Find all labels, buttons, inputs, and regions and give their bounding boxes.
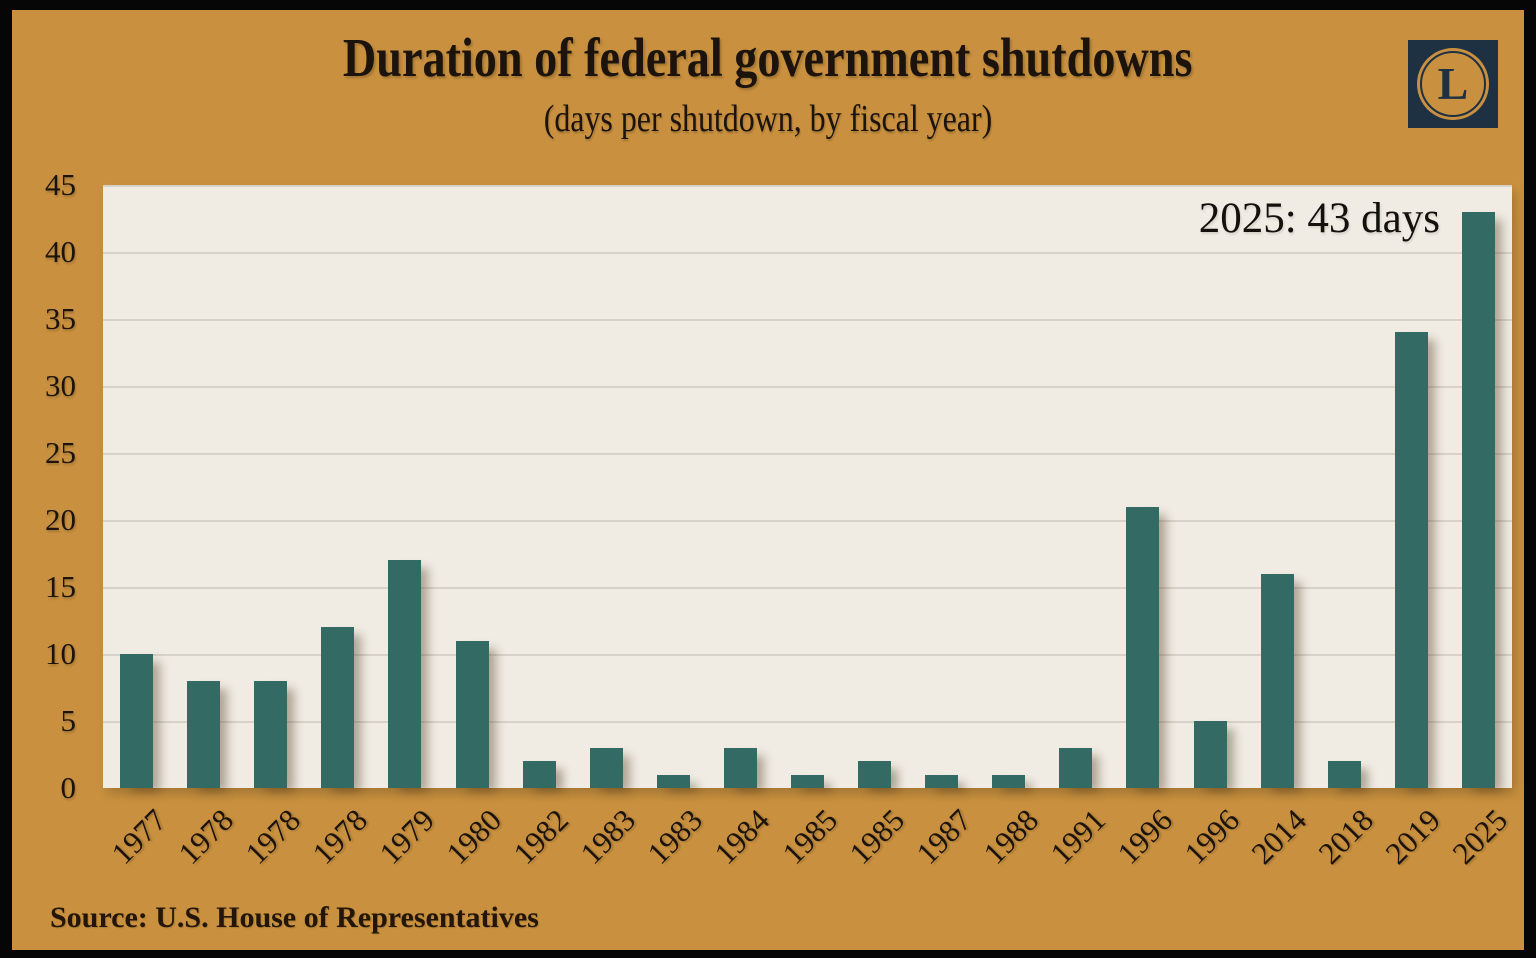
bar-1978-3 bbox=[321, 627, 355, 788]
y-tick-label-35: 35 bbox=[45, 301, 76, 336]
bar-1985-10 bbox=[791, 774, 824, 788]
y-tick-label-0: 0 bbox=[60, 770, 77, 805]
bar-2014-17 bbox=[1260, 573, 1294, 788]
gridline-5 bbox=[103, 721, 1512, 723]
y-tick-label-15: 15 bbox=[45, 569, 76, 604]
y-tick-label-30: 30 bbox=[45, 368, 76, 403]
bar-1985-11 bbox=[858, 761, 892, 788]
bar-2025-20 bbox=[1461, 211, 1495, 788]
bar-2019-19 bbox=[1394, 332, 1428, 788]
gridline-25 bbox=[103, 453, 1512, 455]
gridline-35 bbox=[103, 319, 1512, 321]
bar-1979-4 bbox=[388, 560, 422, 788]
bar-1977-0 bbox=[120, 654, 154, 788]
source-note: Source: U.S. House of Representatives bbox=[50, 901, 539, 934]
bar-1984-9 bbox=[723, 747, 757, 788]
y-tick-label-45: 45 bbox=[45, 167, 76, 202]
bar-1983-7 bbox=[589, 747, 623, 788]
gridline-45 bbox=[103, 185, 1512, 187]
annotation-2025: 2025: 43 days bbox=[1198, 195, 1440, 242]
gridline-15 bbox=[103, 587, 1512, 589]
bar-1982-6 bbox=[522, 761, 556, 788]
bar-1980-5 bbox=[455, 640, 489, 788]
logo: L bbox=[1408, 40, 1498, 128]
bar-1988-13 bbox=[992, 774, 1026, 788]
page-subtitle: (days per shutdown, by fiscal year) bbox=[12, 98, 1524, 142]
gridline-40 bbox=[103, 252, 1512, 254]
bar-2018-18 bbox=[1327, 761, 1361, 788]
y-tick-label-40: 40 bbox=[45, 234, 76, 269]
logo-circle: L bbox=[1417, 48, 1489, 120]
bar-1996-15 bbox=[1126, 506, 1160, 788]
page-subtitle-text: (days per shutdown, by fiscal year) bbox=[543, 98, 993, 140]
bar-1978-1 bbox=[187, 680, 221, 788]
bar-1983-8 bbox=[656, 774, 690, 788]
logo-ring-icon bbox=[1420, 51, 1486, 117]
bar-1996-16 bbox=[1193, 721, 1227, 788]
y-tick-label-5: 5 bbox=[60, 703, 77, 738]
page-title: Duration of federal government shutdowns bbox=[12, 27, 1524, 89]
bar-1987-12 bbox=[925, 774, 959, 788]
gridline-20 bbox=[103, 520, 1512, 522]
page-title-text: Duration of federal government shutdowns bbox=[343, 27, 1193, 88]
gridline-30 bbox=[103, 386, 1512, 388]
plot-area: 2025: 43 days bbox=[103, 185, 1512, 788]
y-tick-label-25: 25 bbox=[45, 435, 76, 470]
y-tick-label-10: 10 bbox=[45, 636, 76, 671]
gridline-10 bbox=[103, 654, 1512, 656]
logo-letter: L bbox=[1437, 58, 1469, 109]
bar-1991-14 bbox=[1059, 747, 1093, 788]
y-tick-label-20: 20 bbox=[45, 502, 76, 537]
bar-1978-2 bbox=[254, 680, 288, 788]
